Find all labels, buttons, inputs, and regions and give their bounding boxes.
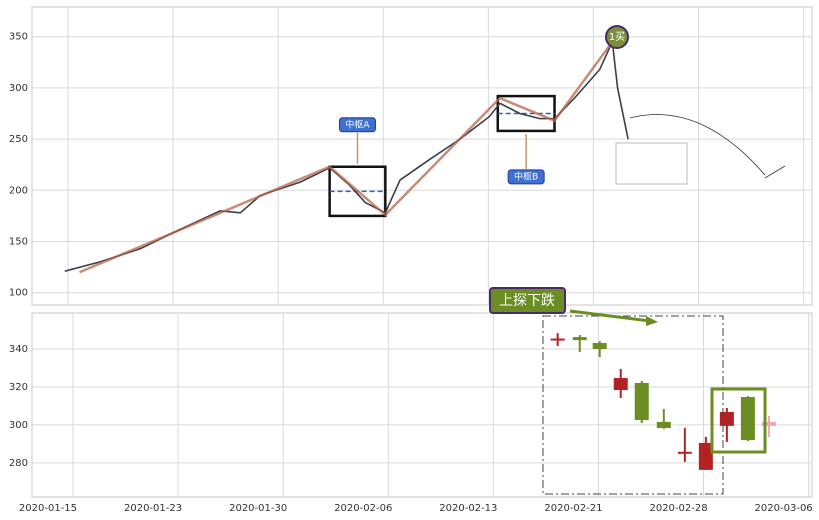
zone-label-box — [338, 117, 376, 133]
y-tick-label: 100 — [9, 288, 28, 299]
annotation-box — [489, 287, 566, 314]
annotation: 上探下跌 — [499, 293, 555, 309]
arrow — [569, 309, 651, 323]
zone-label: 中枢B — [514, 170, 538, 182]
x-tick-label: 2020-02-28 — [649, 503, 707, 514]
series-line — [79, 41, 614, 274]
y-tick-label: 200 — [9, 185, 28, 196]
series-line — [64, 38, 629, 272]
arc-decoration — [629, 114, 786, 179]
zone-label: 中枢A — [345, 118, 370, 130]
x-tick-label: 2020-01-30 — [229, 503, 287, 514]
range-box — [542, 315, 724, 495]
candle-body — [550, 338, 565, 341]
candle-body — [698, 442, 713, 470]
y-tick-label: 340 — [9, 344, 28, 355]
layer: 100 150 200 250 300 350 中枢A 中枢B 280 300 320 340 2020… — [9, 7, 813, 514]
highlight-box — [710, 387, 767, 454]
y-tick-label: 300 — [9, 420, 28, 431]
y-tick-label: 350 — [9, 32, 28, 43]
x-tick-label: 2020-01-23 — [124, 503, 182, 514]
candle-body — [677, 451, 692, 454]
y-tick-label: 300 — [9, 83, 28, 94]
candle-body — [740, 397, 755, 441]
y-tick-label: 320 — [9, 382, 28, 393]
buy-label: 1买 — [609, 31, 625, 43]
y-tick-label: 150 — [9, 237, 28, 248]
y-tick-label: 250 — [9, 134, 28, 145]
bottom-frame — [31, 312, 813, 498]
x-tick-label: 2020-02-13 — [439, 503, 497, 514]
y-tick-label: 280 — [9, 458, 28, 469]
zone-label-box — [507, 169, 545, 185]
x-tick-label: 2020-02-06 — [334, 503, 392, 514]
inset — [615, 142, 688, 185]
candle-body — [634, 382, 649, 420]
x-tick-label: 2020-01-15 — [19, 503, 77, 514]
candle-body — [592, 342, 607, 350]
candle-body — [719, 412, 734, 426]
buy-marker — [605, 25, 629, 49]
x-tick-label: 2020-02-21 — [544, 503, 602, 514]
candle-body — [613, 378, 628, 391]
candle-body — [572, 337, 587, 341]
candle-body — [656, 421, 671, 428]
candle-body — [761, 421, 776, 426]
arrow-head — [646, 316, 658, 326]
top-frame — [31, 6, 813, 306]
x-tick-label: 2020-03-06 — [755, 503, 813, 514]
